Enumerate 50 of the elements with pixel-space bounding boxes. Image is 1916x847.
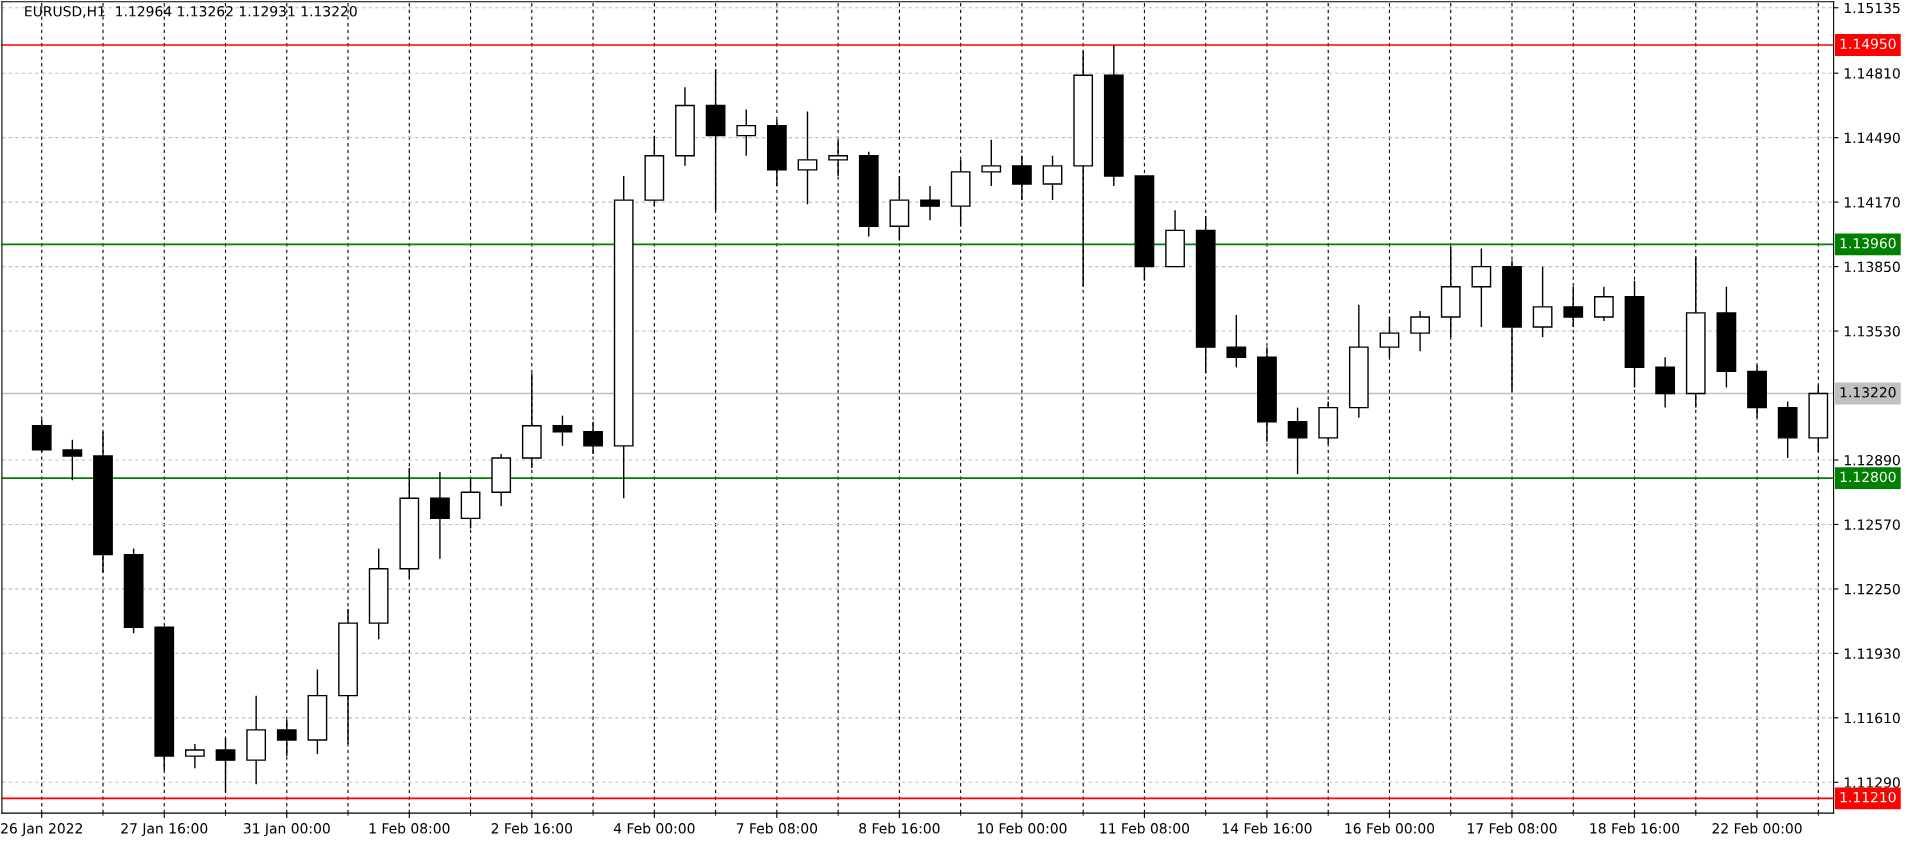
x-tick-label: 14 Feb 16:00 bbox=[1222, 822, 1312, 834]
x-tick-label: 11 Feb 08:00 bbox=[1100, 822, 1190, 834]
candlestick bbox=[1226, 314, 1247, 369]
y-tick-label: 1.15135 bbox=[1844, 2, 1900, 14]
x-tick-label: 16 Feb 00:00 bbox=[1345, 822, 1435, 834]
candlestick bbox=[920, 185, 940, 221]
chart-title: EURUSD,H1 1.12964 1.13262 1.12931 1.13220 bbox=[25, 6, 357, 18]
x-tick-label: 2 Feb 16:00 bbox=[491, 822, 573, 834]
x-tick-label: 26 Jan 2022 bbox=[1, 823, 82, 837]
candlestick bbox=[1471, 247, 1492, 328]
x-tick-label: 22 Feb 00:00 bbox=[1712, 822, 1802, 834]
candlestick bbox=[185, 743, 205, 769]
candlestick bbox=[552, 414, 573, 447]
y-tick-label: 1.12570 bbox=[1844, 519, 1900, 530]
y-tick-label: 1.14490 bbox=[1844, 132, 1900, 144]
y-tick-label: 1.14170 bbox=[1844, 197, 1900, 208]
candlestick bbox=[797, 110, 818, 205]
candlestick bbox=[981, 138, 1002, 187]
candlestick bbox=[583, 421, 603, 455]
x-tick-label: 7 Feb 08:00 bbox=[736, 822, 818, 834]
candlestick bbox=[1532, 265, 1553, 338]
y-tick-label: 1.13530 bbox=[1844, 326, 1900, 337]
candlestick bbox=[1410, 310, 1430, 352]
y-tick-label: 1.12890 bbox=[1844, 454, 1900, 466]
x-tick-label: 4 Feb 00:00 bbox=[613, 822, 695, 834]
x-tick-label: 8 Feb 16:00 bbox=[859, 822, 940, 834]
ref-line-label: 1.11210 bbox=[1840, 791, 1896, 803]
ref-line-label: 1.14950 bbox=[1840, 38, 1896, 50]
candlestick bbox=[430, 471, 450, 560]
y-tick-label: 1.11290 bbox=[1844, 777, 1900, 788]
ref-line-label: 1.13960 bbox=[1840, 237, 1896, 249]
candlestick bbox=[1594, 286, 1614, 322]
y-tick-label: 1.12250 bbox=[1844, 583, 1900, 595]
x-tick-label: 10 Feb 00:00 bbox=[977, 822, 1067, 834]
y-tick-label: 1.13850 bbox=[1844, 261, 1900, 273]
y-tick-label: 1.14810 bbox=[1844, 68, 1900, 79]
x-tick-label: 27 Jan 16:00 bbox=[121, 823, 208, 837]
x-tick-label: 18 Feb 16:00 bbox=[1590, 822, 1680, 834]
ref-line-label: 1.13220 bbox=[1840, 387, 1896, 398]
candlestick bbox=[1042, 155, 1063, 201]
candlestick bbox=[62, 439, 83, 481]
y-tick-label: 1.11610 bbox=[1844, 712, 1900, 724]
candlestick bbox=[1287, 406, 1308, 475]
x-tick-label: 31 Jan 00:00 bbox=[243, 823, 330, 837]
y-tick-label: 1.11930 bbox=[1844, 648, 1900, 659]
ref-line-label: 1.12800 bbox=[1840, 471, 1896, 483]
candlestick bbox=[736, 108, 757, 157]
x-tick-label: 1 Feb 08:00 bbox=[369, 822, 450, 834]
x-tick-label: 17 Feb 08:00 bbox=[1467, 822, 1557, 834]
candlestick bbox=[276, 719, 297, 757]
